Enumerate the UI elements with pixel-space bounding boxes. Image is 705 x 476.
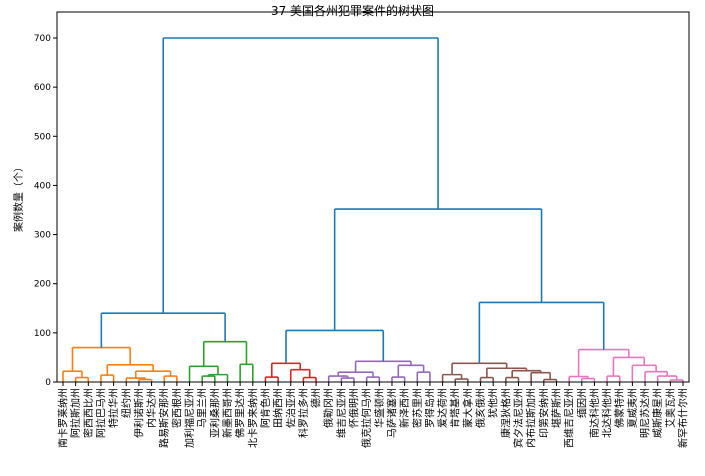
y-tick-label: 100 xyxy=(34,329,51,339)
leaf-label: 怀俄明州 xyxy=(349,388,361,428)
chart-title: 37 美国各州犯罪案件的树状图 xyxy=(270,4,435,18)
leaf-label: 佛罗里达州 xyxy=(234,388,247,438)
leaf-label: 阿肯色州 xyxy=(259,388,272,428)
y-tick-label: 0 xyxy=(45,378,51,388)
y-tick-label: 500 xyxy=(34,132,51,142)
leaf-label: 维吉尼亚州 xyxy=(335,388,348,438)
leaf-label: 路易斯安那州 xyxy=(158,388,171,448)
leaf-label: 阿拉斯加州 xyxy=(69,388,82,438)
leaf-label: 威斯康星州 xyxy=(651,388,664,438)
leaf-label: 佛蒙特州 xyxy=(613,388,626,428)
y-tick-label: 200 xyxy=(34,280,51,290)
leaf-label: 罗得岛州 xyxy=(423,388,436,428)
leaf-label: 德州 xyxy=(310,388,323,408)
leaf-label: 密西西比州 xyxy=(82,388,95,438)
y-tick-label: 700 xyxy=(34,34,51,44)
leaf-label: 西维吉尼亚州 xyxy=(563,388,576,448)
leaf-label: 内华达州 xyxy=(145,388,158,428)
leaf-label: 特拉华州 xyxy=(107,388,120,428)
dendrogram-links xyxy=(62,37,684,382)
leaf-label: 内布拉斯加州 xyxy=(525,388,538,448)
leaf-label: 俄克拉何马州 xyxy=(360,388,373,448)
leaf-label: 伊利诺斯州 xyxy=(132,388,145,438)
leaf-label: 爱达荷州 xyxy=(436,388,449,428)
leaf-label: 新墨西哥州 xyxy=(221,388,234,438)
y-axis: 0 100 200 300 400 500 600 700 xyxy=(34,34,57,388)
leaf-label: 犹他州 xyxy=(487,388,500,418)
leaf-label: 北卡罗来纳州 xyxy=(246,388,259,448)
y-tick-label: 600 xyxy=(34,83,51,93)
leaf-label: 华盛顿州 xyxy=(373,388,386,428)
leaf-label: 新泽西州 xyxy=(398,388,411,428)
leaf-label: 北达科他州 xyxy=(601,388,614,438)
leaf-label: 印第安纳州 xyxy=(537,388,550,438)
leaf-label: 蒙大拿州 xyxy=(461,388,474,428)
leaf-label: 马萨诸塞州 xyxy=(385,388,398,438)
leaf-label: 堪萨斯州 xyxy=(550,388,563,428)
leaf-label: 亚利桑那州 xyxy=(209,388,221,438)
leaf-label: 俄勒冈州 xyxy=(322,388,335,428)
leaf-label: 新罕布什尔州 xyxy=(677,388,690,448)
leaf-labels: 南卡罗莱纳州 阿拉斯加州 密西西比州 阿拉巴马州 特拉华州 纽约州 伊利诺斯州 内华达州 路易斯… xyxy=(57,382,690,448)
leaf-label: 田纳西州 xyxy=(272,388,285,428)
leaf-label: 夏威夷州 xyxy=(626,388,639,428)
plot-frame xyxy=(56,11,690,383)
leaf-label: 宾夕法尼亚州 xyxy=(512,388,525,448)
leaf-label: 纽约州 xyxy=(120,388,133,418)
leaf-label: 明尼苏达州 xyxy=(639,388,652,438)
leaf-label: 南达科他州 xyxy=(588,388,601,438)
y-tick-label: 400 xyxy=(34,181,51,191)
leaf-label: 俄亥俄州 xyxy=(474,388,487,428)
leaf-label: 阿拉巴马州 xyxy=(94,388,107,438)
y-tick-label: 300 xyxy=(34,231,51,241)
leaf-label: 佐治亚州 xyxy=(284,388,297,428)
leaf-label: 肯塔基州 xyxy=(449,388,462,428)
leaf-label: 加利福尼亚州 xyxy=(183,388,196,448)
leaf-label: 密苏里州 xyxy=(411,388,424,428)
leaf-label: 马里兰州 xyxy=(196,388,209,428)
leaf-label: 南卡罗莱纳州 xyxy=(57,388,70,448)
leaf-label: 缅因州 xyxy=(575,388,588,418)
leaf-label: 康涅狄格州 xyxy=(499,388,512,438)
y-axis-label: 案例数量（个） xyxy=(12,162,25,232)
leaf-label: 密西根州 xyxy=(170,388,183,428)
leaf-label: 科罗拉多州 xyxy=(297,388,310,438)
leaf-label: 艾奥瓦州 xyxy=(664,388,677,428)
